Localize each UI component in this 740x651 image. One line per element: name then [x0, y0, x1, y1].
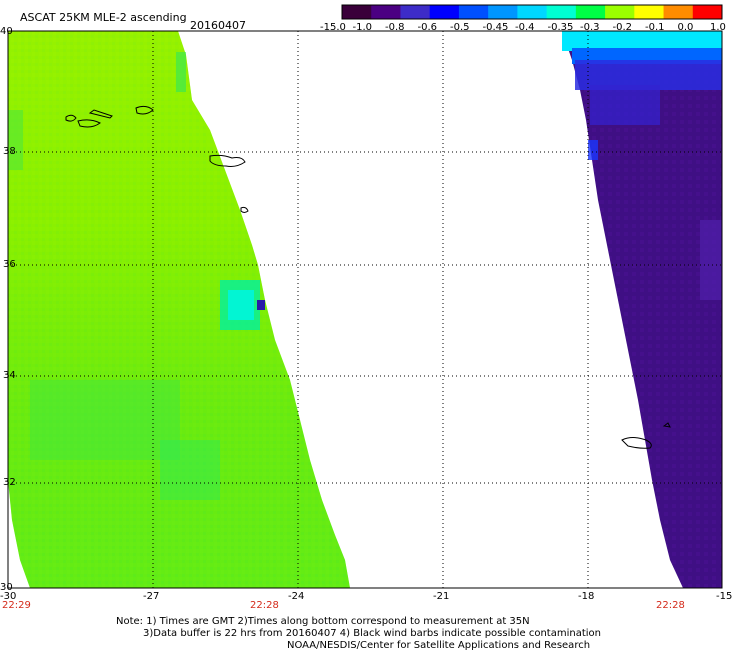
- lat-label-34: 34: [3, 370, 16, 381]
- lat-label-40: 40: [0, 26, 13, 37]
- colorbar-label: -0.6: [417, 22, 438, 33]
- colorbar-swatch: [488, 5, 518, 19]
- colorbar-label: -0.35: [547, 22, 574, 33]
- time-label-mid: 22:28: [250, 600, 279, 611]
- colorbar-label: 0.0: [677, 22, 694, 33]
- colorbar-swatch: [663, 5, 694, 19]
- colorbar-label: -0.8: [385, 22, 405, 33]
- colorbar-swatch: [429, 5, 460, 19]
- west-swath: [8, 31, 350, 588]
- map-title: ASCAT 25KM MLE-2 ascending: [20, 11, 187, 24]
- colorbar-label: -1.0: [352, 22, 373, 33]
- colorbar-swatch: [692, 5, 723, 19]
- colorbar-swatch: [458, 5, 489, 19]
- colorbar-label: 1.0: [710, 22, 726, 33]
- footnote-line-2: 3)Data buffer is 22 hrs from 20160407 4)…: [143, 628, 601, 639]
- lon-label-24: -24: [288, 591, 305, 602]
- time-label-east: 22:28: [656, 600, 685, 611]
- colorbar-swatch: [575, 5, 606, 19]
- colorbar: [341, 4, 723, 20]
- lat-label-38: 38: [3, 146, 16, 157]
- lon-label-18: -18: [578, 591, 595, 602]
- colorbar-swatch: [546, 5, 577, 19]
- colorbar-label: -0.5: [450, 22, 470, 33]
- footnote-line-3: NOAA/NESDIS/Center for Satellite Applica…: [287, 640, 591, 651]
- colorbar-label: -15.0: [320, 22, 346, 33]
- island-outlines: [65, 105, 671, 449]
- colorbar-swatch: [342, 5, 372, 19]
- plot-frame: [7, 30, 723, 589]
- lat-label-32: 32: [3, 477, 16, 488]
- lon-label-30: -30: [0, 591, 17, 602]
- time-label-west: 22:29: [2, 600, 31, 611]
- lat-label-36: 36: [3, 259, 16, 270]
- colorbar-label: -0.3: [580, 22, 600, 33]
- colorbar-swatch: [605, 5, 635, 19]
- lon-label-27: -27: [143, 591, 160, 602]
- footnote-line-1: Note: 1) Times are GMT 2)Times along bot…: [116, 616, 530, 627]
- colorbar-swatch: [371, 5, 401, 19]
- colorbar-label: -0.4: [515, 22, 535, 33]
- colorbar-swatch: [517, 5, 548, 19]
- colorbar-swatch: [400, 5, 431, 19]
- colorbar-label: -0.45: [482, 22, 509, 33]
- graticule: [8, 31, 722, 588]
- lon-label-21: -21: [433, 591, 450, 602]
- colorbar-label: -0.1: [645, 22, 665, 33]
- colorbar-label: -0.2: [612, 22, 633, 33]
- lon-label-15: -15: [716, 591, 733, 602]
- colorbar-swatch: [634, 5, 665, 19]
- map-date: 20160407: [190, 19, 246, 32]
- east-swath: [562, 31, 722, 588]
- lat-label-30: 30: [0, 582, 13, 593]
